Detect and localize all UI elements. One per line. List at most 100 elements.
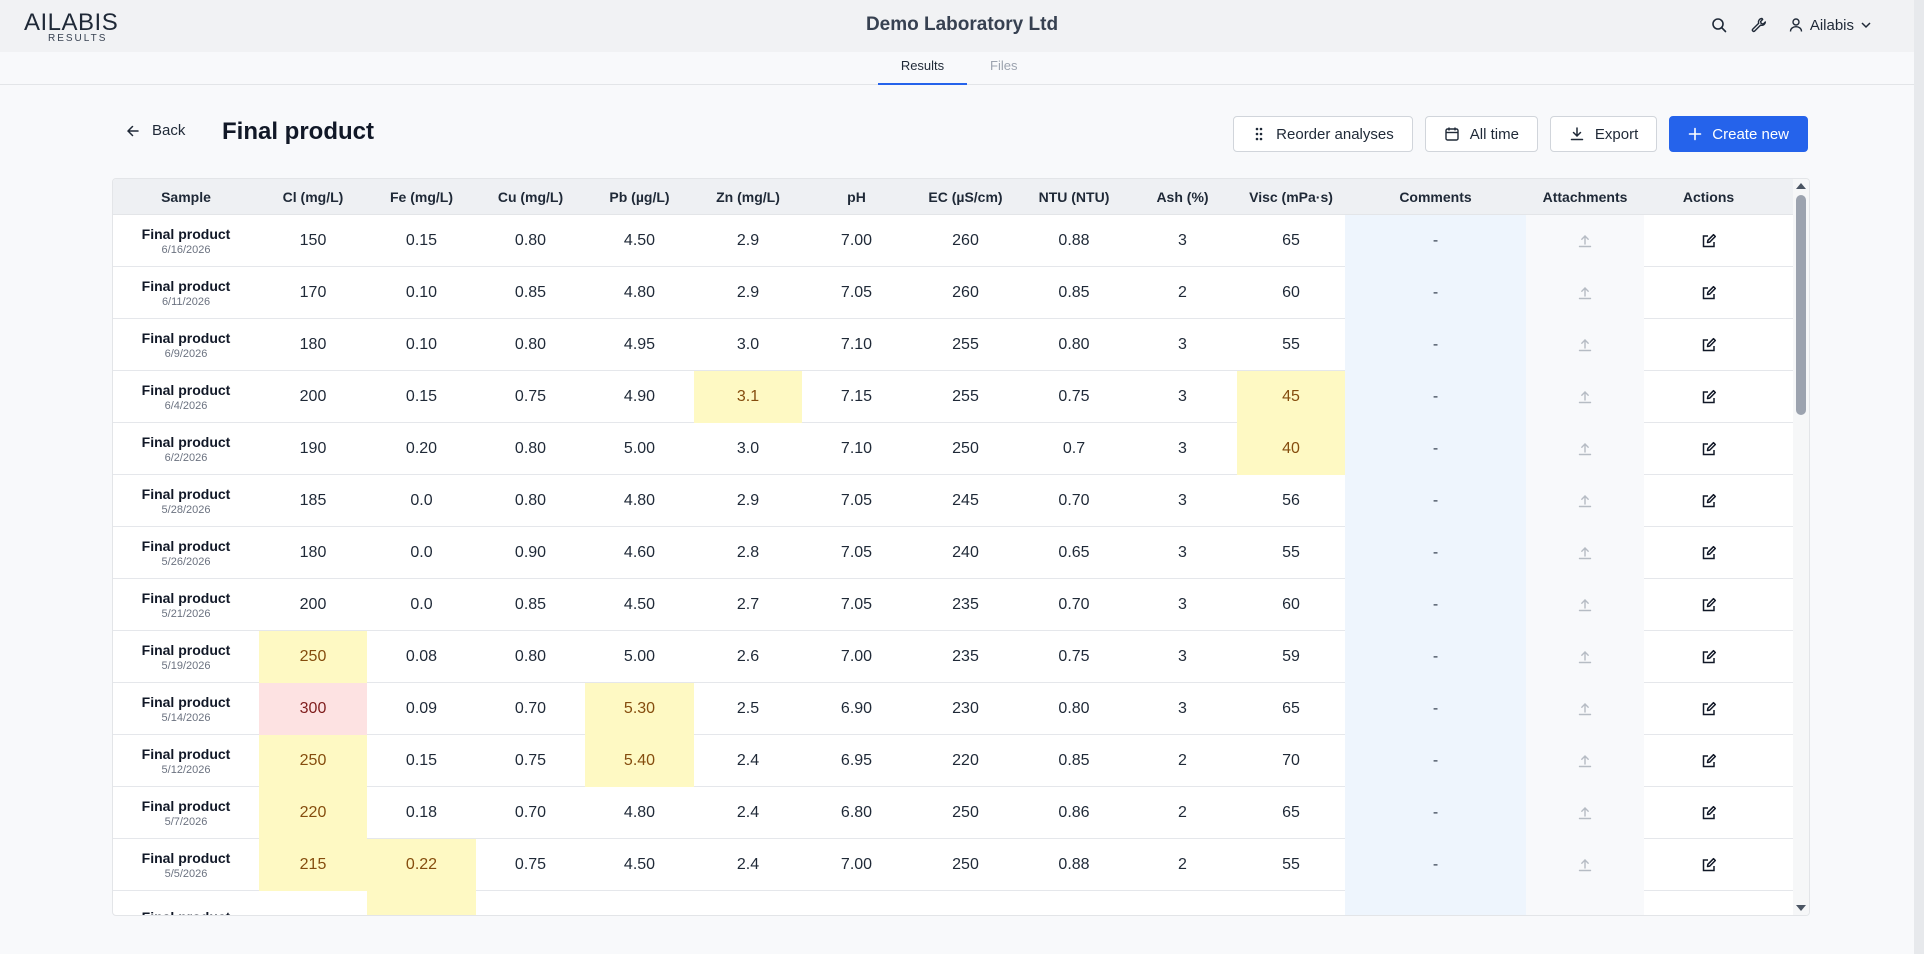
comment-cell[interactable]: - (1345, 631, 1526, 683)
result-cell[interactable]: 7.00 (840, 856, 873, 873)
table-row[interactable]: Final product 5/5/2026 215 0.22 0.75 4.50 2.4 7… (113, 839, 1793, 891)
edit-icon[interactable] (1701, 857, 1717, 873)
comment-cell[interactable]: - (1345, 215, 1526, 267)
result-cell[interactable]: 55 (1282, 856, 1300, 873)
comment-cell[interactable]: - (1345, 423, 1526, 475)
export-button[interactable]: Export (1549, 116, 1658, 152)
result-cell[interactable]: 4.95 (623, 336, 656, 353)
result-cell[interactable]: 70 (1282, 752, 1300, 769)
result-cell[interactable]: 4.90 (623, 388, 656, 405)
result-cell[interactable]: 200 (299, 388, 327, 405)
upload-icon[interactable] (1577, 493, 1593, 509)
result-cell[interactable]: 7.15 (840, 388, 873, 405)
column-header[interactable]: NTU (NTU) (1038, 188, 1110, 205)
result-cell[interactable]: 0.80 (1058, 700, 1090, 717)
result-cell[interactable]: 2.9 (736, 284, 760, 301)
result-cell[interactable]: 4.80 (623, 804, 656, 821)
result-cell[interactable]: 3.1 (694, 371, 802, 423)
table-row[interactable]: Final product 6/4/2026 200 0.15 0.75 4.90 3.1 7… (113, 371, 1793, 423)
upload-icon[interactable] (1577, 441, 1593, 457)
result-cell[interactable]: 4.60 (623, 544, 656, 561)
column-header[interactable]: Sample (161, 188, 211, 205)
scrollbar-thumb[interactable] (1796, 195, 1806, 415)
result-cell[interactable]: 65 (1282, 700, 1300, 717)
column-header[interactable]: Actions (1682, 188, 1735, 205)
result-cell[interactable]: 0.7 (1062, 440, 1086, 457)
result-cell[interactable]: 4.80 (623, 492, 656, 509)
result-cell[interactable]: 40 (1237, 423, 1345, 475)
result-cell[interactable]: 235 (952, 648, 979, 665)
result-cell[interactable]: 0.75 (514, 856, 547, 873)
result-cell[interactable] (802, 891, 911, 915)
upload-icon[interactable] (1577, 545, 1593, 561)
result-cell[interactable]: 0.20 (405, 440, 438, 457)
result-cell[interactable]: 65 (1282, 804, 1300, 821)
result-cell[interactable]: 5.00 (623, 440, 656, 457)
column-header[interactable]: Cl (mg/L) (282, 188, 344, 205)
result-cell[interactable]: 190 (299, 440, 327, 457)
result-cell[interactable]: 220 (259, 787, 367, 839)
result-cell[interactable]: 6.95 (840, 752, 873, 769)
sample-cell[interactable]: Final product 6/9/2026 (113, 319, 259, 371)
result-cell[interactable]: 7.05 (840, 544, 873, 561)
scroll-up-icon[interactable] (1796, 183, 1806, 189)
result-cell[interactable]: 300 (259, 683, 367, 735)
result-cell[interactable]: 0.70 (514, 700, 547, 717)
result-cell[interactable]: 215 (259, 839, 367, 891)
comment-cell[interactable] (1345, 891, 1526, 915)
table-row[interactable]: Final product 5/19/2026 250 0.08 0.80 5.00 2.6… (113, 631, 1793, 683)
result-cell[interactable]: 65 (1282, 232, 1300, 249)
result-cell[interactable]: 0.90 (514, 544, 547, 561)
result-cell[interactable]: 0.22 (367, 839, 476, 891)
result-cell[interactable]: 2 (1178, 856, 1187, 873)
result-cell[interactable]: 4.80 (623, 284, 656, 301)
sample-cell[interactable]: Final product 5/12/2026 (113, 735, 259, 787)
result-cell[interactable]: 6.90 (840, 700, 873, 717)
column-header[interactable]: Comments (1399, 188, 1472, 205)
table-row[interactable]: Final product 6/11/2026 170 0.10 0.85 4.80 2.9… (113, 267, 1793, 319)
table-row[interactable]: Final product 5/26/2026 180 0.0 0.90 4.60 2.8 7… (113, 527, 1793, 579)
result-cell[interactable]: 0.75 (514, 388, 547, 405)
result-cell[interactable] (694, 891, 802, 915)
tab-results[interactable]: Results (878, 58, 967, 85)
upload-icon[interactable] (1577, 285, 1593, 301)
upload-icon[interactable] (1577, 597, 1593, 613)
edit-icon[interactable] (1701, 337, 1717, 353)
result-cell[interactable] (585, 891, 694, 915)
result-cell[interactable]: 5.00 (623, 648, 656, 665)
table-row[interactable]: Final product 5/28/2026 185 0.0 0.80 4.80 2.9 7… (113, 475, 1793, 527)
result-cell[interactable]: 59 (1282, 648, 1300, 665)
result-cell[interactable]: 0.80 (1058, 336, 1090, 353)
result-cell[interactable]: 0.80 (514, 440, 547, 457)
result-cell[interactable]: 0.70 (1058, 492, 1090, 509)
result-cell[interactable]: 2.9 (736, 232, 760, 249)
result-cell[interactable]: 2.7 (736, 596, 760, 613)
table-row[interactable]: Final product 5/7/2026 220 0.18 0.70 4.80 2.4 6… (113, 787, 1793, 839)
result-cell[interactable]: 0.15 (405, 388, 438, 405)
result-cell[interactable] (1237, 891, 1345, 915)
result-cell[interactable]: 0.18 (405, 804, 438, 821)
comment-cell[interactable]: - (1345, 319, 1526, 371)
result-cell[interactable]: 60 (1282, 596, 1300, 613)
reorder-analyses-button[interactable]: Reorder analyses (1233, 116, 1413, 152)
result-cell[interactable]: 2 (1178, 804, 1187, 821)
result-cell[interactable]: 200 (299, 596, 327, 613)
result-cell[interactable]: 260 (952, 284, 979, 301)
comment-cell[interactable]: - (1345, 475, 1526, 527)
vertical-scrollbar[interactable] (1793, 179, 1809, 915)
result-cell[interactable]: 0.85 (1058, 752, 1090, 769)
edit-icon[interactable] (1701, 701, 1717, 717)
result-cell[interactable]: 7.05 (840, 492, 873, 509)
result-cell[interactable]: 0.0 (410, 596, 433, 613)
result-cell[interactable]: 0.08 (405, 648, 438, 665)
result-cell[interactable] (367, 891, 476, 915)
result-cell[interactable]: 0.80 (514, 492, 547, 509)
column-header[interactable]: Fe (mg/L) (390, 188, 453, 205)
result-cell[interactable] (259, 891, 367, 915)
result-cell[interactable]: 240 (952, 544, 979, 561)
comment-cell[interactable]: - (1345, 267, 1526, 319)
result-cell[interactable]: 2.5 (736, 700, 760, 717)
result-cell[interactable]: 0.10 (405, 336, 438, 353)
edit-icon[interactable] (1701, 233, 1717, 249)
result-cell[interactable]: 3 (1178, 544, 1187, 561)
